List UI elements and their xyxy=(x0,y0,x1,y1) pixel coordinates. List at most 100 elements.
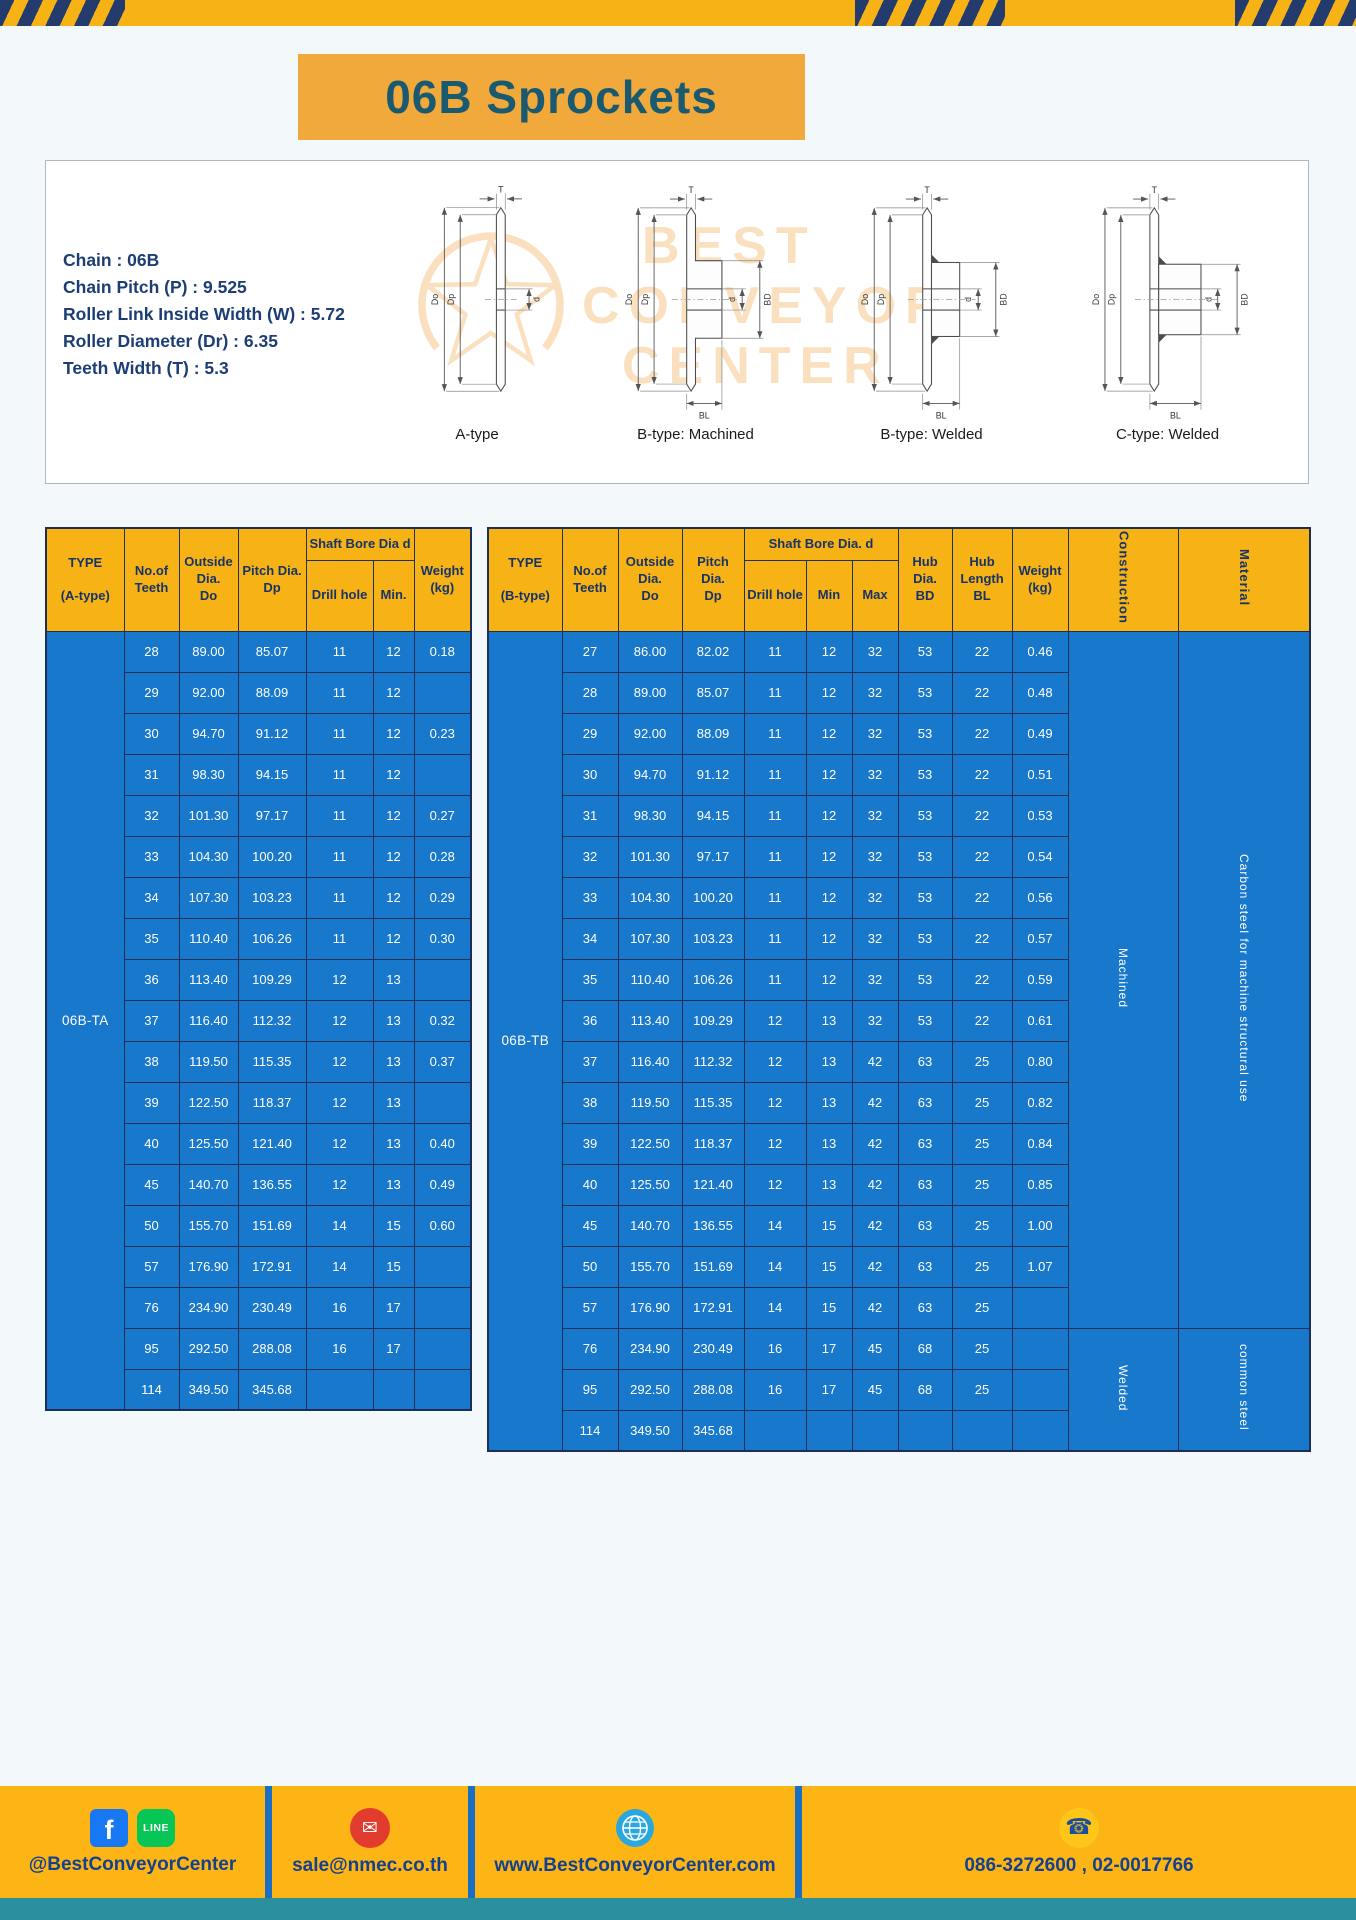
cell-drill-hole: 14 xyxy=(743,1286,807,1329)
dim-label-dp: Dp xyxy=(446,294,456,305)
table-row: 114 349.50 345.68 xyxy=(46,1368,472,1411)
table-row: 38 119.50 115.35 12 13 42 63 25 0.82 xyxy=(488,1081,1310,1124)
cell-hub-dia: 53 xyxy=(897,999,953,1042)
cell-teeth: 40 xyxy=(123,1122,180,1165)
cell-min: 12 xyxy=(372,671,415,714)
cell-max: 32 xyxy=(851,835,899,878)
cell-weight: 0.28 xyxy=(413,835,472,878)
cell-outside-dia: 234.90 xyxy=(617,1327,683,1370)
cell-hub-dia: 53 xyxy=(897,917,953,960)
cell-pitch-dia: 115.35 xyxy=(681,1081,745,1124)
dim-label-t: T xyxy=(1152,185,1158,195)
cell-drill-hole: 11 xyxy=(305,917,374,960)
cell-drill-hole: 11 xyxy=(305,630,374,673)
cell-teeth: 37 xyxy=(123,999,180,1042)
cell-outside-dia: 104.30 xyxy=(617,876,683,919)
cell-pitch-dia: 100.20 xyxy=(681,876,745,919)
cell-pitch-dia: 106.26 xyxy=(681,958,745,1001)
cell-outside-dia: 349.50 xyxy=(178,1368,239,1411)
cell-drill-hole: 11 xyxy=(743,876,807,919)
cell-hub-dia: 53 xyxy=(897,753,953,796)
dim-label-d: d xyxy=(727,297,737,302)
cell-teeth: 27 xyxy=(561,630,619,673)
cell-hub-length: 22 xyxy=(951,794,1013,837)
cell-weight: 0.49 xyxy=(1011,712,1069,755)
table-row: 36 113.40 109.29 12 13 xyxy=(46,958,472,1001)
cell-teeth: 37 xyxy=(561,1040,619,1083)
cell-hub-dia: 53 xyxy=(897,671,953,714)
cell-min: 13 xyxy=(372,1122,415,1165)
cell-outside-dia: 98.30 xyxy=(178,753,239,796)
cell-pitch-dia: 109.29 xyxy=(237,958,307,1001)
cell-weight xyxy=(413,753,472,796)
cell-hub-dia: 53 xyxy=(897,630,953,673)
cell-teeth: 33 xyxy=(561,876,619,919)
spec-box: BEST CONVEYOR CENTER Chain : 06B Chain P… xyxy=(45,160,1309,484)
cell-hub-length: 25 xyxy=(951,1368,1013,1411)
cell-hub-length: 25 xyxy=(951,1040,1013,1083)
cell-hub-length: 22 xyxy=(951,630,1013,673)
cell-drill-hole: 12 xyxy=(305,1122,374,1165)
cell-hub-length: 25 xyxy=(951,1286,1013,1329)
cell-outside-dia: 116.40 xyxy=(178,999,239,1042)
cell-drill-hole: 12 xyxy=(305,1040,374,1083)
dim-label-t: T xyxy=(498,185,504,195)
cell-teeth: 76 xyxy=(123,1286,180,1329)
dim-label-d: d xyxy=(532,297,542,302)
cell-drill-hole: 11 xyxy=(743,794,807,837)
dim-label-d: d xyxy=(1204,297,1214,302)
table-a-header-outside-dia: Outside Dia. Do xyxy=(178,527,239,632)
cell-drill-hole: 14 xyxy=(305,1245,374,1288)
cell-teeth: 30 xyxy=(123,712,180,755)
cell-pitch-dia: 345.68 xyxy=(237,1368,307,1411)
cell-drill-hole: 11 xyxy=(305,712,374,755)
footer-social-handle: @BestConveyorCenter xyxy=(28,1853,237,1875)
cell-min: 12 xyxy=(805,876,853,919)
table-row: 06B-TA 28 89.00 85.07 11 12 0.18 xyxy=(45,630,472,1411)
table-row: 45 140.70 136.55 14 15 42 63 25 1.00 xyxy=(488,1204,1310,1247)
cell-pitch-dia: 109.29 xyxy=(681,999,745,1042)
cell-drill-hole: 11 xyxy=(743,671,807,714)
construction-cell: Machined xyxy=(1067,630,1179,1329)
table-row: 29 92.00 88.09 11 12 xyxy=(46,671,472,714)
cell-drill-hole: 11 xyxy=(305,671,374,714)
cell-weight xyxy=(413,1368,472,1411)
table-b-header-construction: Construction xyxy=(1067,527,1179,632)
cell-outside-dia: 86.00 xyxy=(617,630,683,673)
cell-min: 13 xyxy=(372,958,415,1001)
cell-teeth: 45 xyxy=(561,1204,619,1247)
cell-pitch-dia: 112.32 xyxy=(237,999,307,1042)
cell-teeth: 33 xyxy=(123,835,180,878)
footer-social-section: f LINE @BestConveyorCenter xyxy=(0,1786,265,1898)
cell-weight: 0.82 xyxy=(1011,1081,1069,1124)
table-a-header-drill-hole: Drill hole xyxy=(305,559,374,632)
cell-teeth: 57 xyxy=(123,1245,180,1288)
table-a-header-teeth: No.of Teeth xyxy=(123,527,180,632)
cell-pitch-dia: 88.09 xyxy=(681,712,745,755)
cell-hub-dia: 53 xyxy=(897,712,953,755)
cell-max: 42 xyxy=(851,1286,899,1329)
cell-weight xyxy=(413,1327,472,1370)
cell-pitch-dia: 97.17 xyxy=(237,794,307,837)
cell-outside-dia: 125.50 xyxy=(178,1122,239,1165)
cell-max: 42 xyxy=(851,1122,899,1165)
cell-weight xyxy=(1011,1327,1069,1370)
cell-min: 13 xyxy=(805,1081,853,1124)
cell-drill-hole: 11 xyxy=(305,794,374,837)
cell-min: 15 xyxy=(372,1245,415,1288)
cell-weight: 0.27 xyxy=(413,794,472,837)
cell-outside-dia: 125.50 xyxy=(617,1163,683,1206)
cell-hub-dia: 63 xyxy=(897,1081,953,1124)
cell-teeth: 30 xyxy=(561,753,619,796)
cell-outside-dia: 119.50 xyxy=(178,1040,239,1083)
type-cell: 06B-TA xyxy=(45,630,125,1411)
cell-drill-hole: 11 xyxy=(305,876,374,919)
cell-pitch-dia: 112.32 xyxy=(681,1040,745,1083)
cell-teeth: 31 xyxy=(123,753,180,796)
cell-min: 13 xyxy=(372,999,415,1042)
cell-weight: 0.59 xyxy=(1011,958,1069,1001)
footer: f LINE @BestConveyorCenter ✉ sale@nmec.c… xyxy=(0,1786,1356,1920)
cell-hub-dia: 53 xyxy=(897,958,953,1001)
cell-hub-length: 22 xyxy=(951,999,1013,1042)
cell-teeth: 50 xyxy=(123,1204,180,1247)
